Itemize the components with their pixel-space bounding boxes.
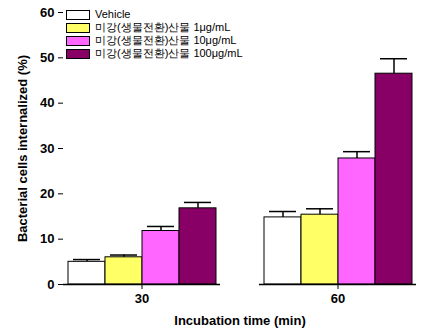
html-text:미강(생물전환)산물 1μg/mL: 미강(생물전환)산물 1μg/mL [95,21,231,33]
svg-text:30: 30 [135,291,149,306]
html-text:미강(생물전환)산물 10μg/mL: 미강(생물전환)산물 10μg/mL [95,34,237,46]
svg-text:Bacterial cells internalized (: Bacterial cells internalized (%) [15,55,30,242]
svg-text:60: 60 [331,291,345,306]
svg-text:Incubation time (min): Incubation time (min) [174,313,305,328]
html-text:Vehicle: Vehicle [95,8,131,20]
svg-text:40: 40 [40,95,54,110]
svg-text:20: 20 [40,186,54,201]
svg-text:0: 0 [47,277,54,292]
svg-text:10: 10 [40,231,54,246]
svg-text:50: 50 [40,50,54,65]
svg-text:60: 60 [40,5,54,20]
html-text:미강(생물전환)산물 100μg/mL: 미강(생물전환)산물 100μg/mL [95,47,243,59]
svg-text:30: 30 [40,141,54,156]
